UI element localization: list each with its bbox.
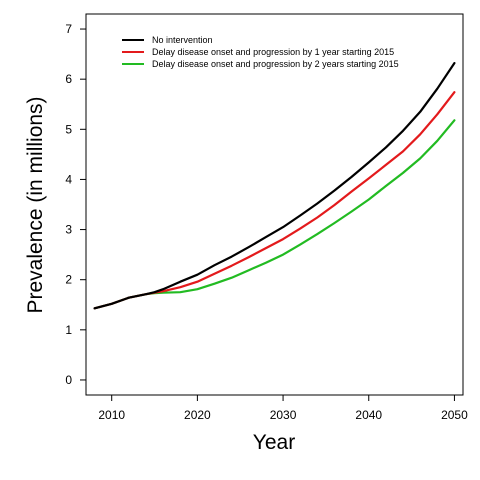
y-axis-title: Prevalence (in millions) <box>24 96 47 313</box>
x-axis-title: Year <box>253 431 295 454</box>
legend-label-2: Delay disease onset and progression by 1… <box>152 47 394 57</box>
series-line-1 <box>93 61 456 310</box>
y-tick-label: 2 <box>65 273 72 287</box>
series-line-3 <box>93 119 456 310</box>
y-tick-label: 0 <box>65 373 72 387</box>
series-line-2 <box>93 91 456 310</box>
x-tick-label: 2020 <box>184 408 211 422</box>
series-lines <box>93 61 456 310</box>
y-tick-label: 5 <box>65 122 72 136</box>
legend: No intervention Delay disease onset and p… <box>122 35 399 69</box>
x-tick-label: 2040 <box>355 408 382 422</box>
plot-frame <box>85 13 464 396</box>
x-tick-label: 2050 <box>441 408 468 422</box>
y-tick-label: 1 <box>65 323 72 337</box>
y-tick-label: 7 <box>65 22 72 36</box>
x-axis-ticks: 2010 2020 2030 2040 2050 <box>98 395 468 422</box>
legend-label-3: Delay disease onset and progression by 2… <box>152 59 399 69</box>
y-tick-label: 6 <box>65 72 72 86</box>
legend-label-1: No intervention <box>152 35 213 45</box>
y-axis-ticks: 0 1 2 3 4 5 6 7 <box>65 22 86 387</box>
x-tick-label: 2010 <box>98 408 125 422</box>
y-tick-label: 3 <box>65 223 72 237</box>
y-tick-label: 4 <box>65 172 72 186</box>
x-tick-label: 2030 <box>270 408 297 422</box>
